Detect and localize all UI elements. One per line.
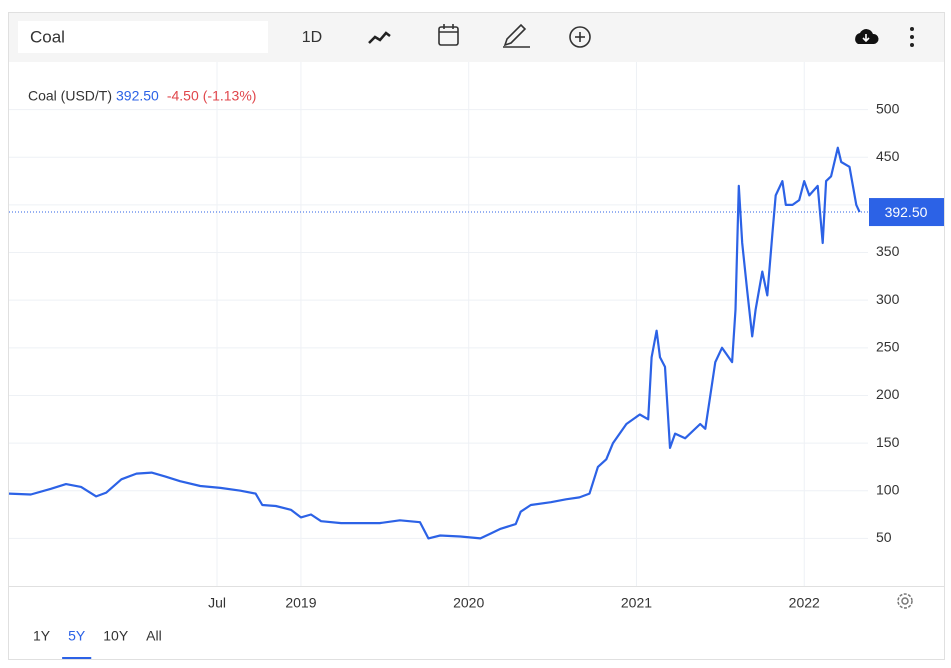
menu-icon[interactable] bbox=[910, 27, 914, 47]
price-tag bbox=[869, 198, 944, 227]
active-range-underline bbox=[62, 657, 92, 659]
legend-price: 392.50 bbox=[116, 88, 159, 104]
y-tick-label: 100 bbox=[876, 481, 900, 497]
calendar-icon[interactable] bbox=[438, 24, 459, 46]
y-tick-label: 150 bbox=[876, 434, 900, 450]
y-tick-label: 250 bbox=[876, 339, 900, 355]
interval-button[interactable]: 1D bbox=[302, 29, 322, 46]
y-tick-label: 300 bbox=[876, 291, 900, 307]
x-tick-label: 2022 bbox=[789, 595, 820, 611]
range-button[interactable]: All bbox=[146, 628, 162, 644]
download-icon[interactable] bbox=[855, 29, 879, 44]
frame bbox=[8, 12, 945, 660]
x-tick-label: 2020 bbox=[453, 595, 484, 611]
range-button[interactable]: 5Y bbox=[68, 628, 86, 644]
add-icon[interactable] bbox=[569, 26, 591, 48]
y-tick-label: 450 bbox=[876, 148, 900, 164]
legend-change: -4.50 bbox=[167, 88, 199, 104]
plot: 50100150200250300350400450500Jul20192020… bbox=[8, 62, 944, 611]
x-tick-label: 2019 bbox=[285, 595, 316, 611]
x-tick-label: 2021 bbox=[621, 595, 652, 611]
y-tick-label: 500 bbox=[876, 100, 900, 116]
draw-icon[interactable] bbox=[503, 23, 530, 48]
y-tick-label: 200 bbox=[876, 386, 900, 402]
range-button[interactable]: 10Y bbox=[103, 628, 129, 644]
legend-change-pct: (-1.13%) bbox=[203, 88, 257, 104]
range-button[interactable]: 1Y bbox=[33, 628, 51, 644]
price-line bbox=[8, 146, 861, 540]
legend-name: Coal (USD/T) bbox=[28, 88, 112, 104]
search-text[interactable]: Coal bbox=[30, 27, 65, 46]
y-tick-label: 50 bbox=[876, 529, 892, 545]
gear-icon[interactable] bbox=[897, 593, 913, 609]
chart-type-icon[interactable] bbox=[368, 31, 391, 44]
range-buttons: 1Y 5Y 10Y All bbox=[33, 628, 162, 659]
search-box[interactable] bbox=[18, 21, 268, 53]
y-tick-label: 350 bbox=[876, 243, 900, 259]
x-tick-label: Jul bbox=[208, 595, 226, 611]
price-tag-label: 392.50 bbox=[885, 204, 928, 220]
